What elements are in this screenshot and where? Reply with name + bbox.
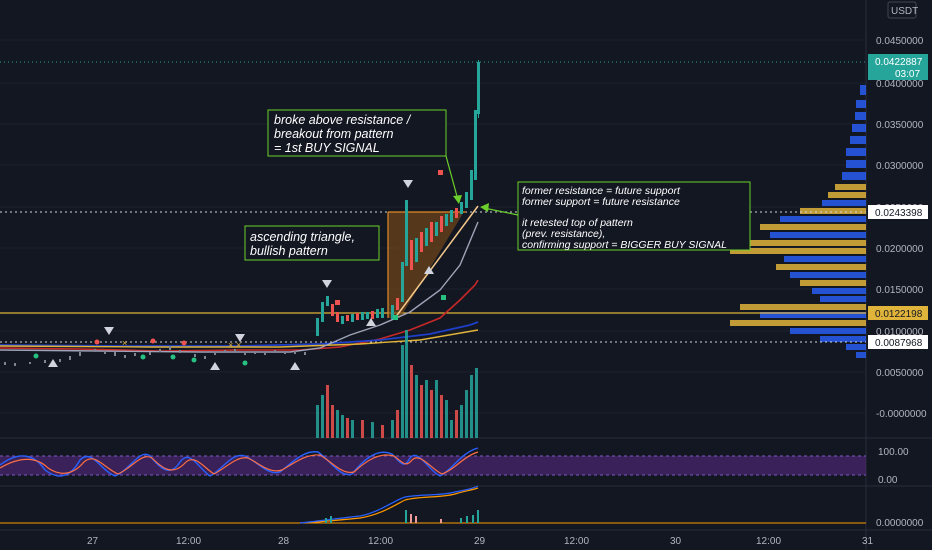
- price-tick-3: 0.0300000: [876, 161, 924, 172]
- time-label-5: 12:00: [564, 536, 589, 547]
- price-tick-2: 0.0350000: [876, 120, 924, 131]
- time-label-2: 28: [278, 536, 290, 547]
- triangle-line-1: ascending triangle,: [250, 230, 355, 244]
- breakout-line-1: broke above resistance /: [274, 113, 412, 127]
- current-price-label: 0.0422887: [875, 57, 923, 68]
- resistance-price-label: 0.0243398: [875, 208, 923, 219]
- rsi-tick-100: 100.00: [878, 447, 909, 458]
- annotation-breakout[interactable]: broke above resistance / breakout from p…: [267, 109, 462, 204]
- signal-markers: × × ×: [33, 170, 446, 370]
- retest-line-5: (prev. resistance),: [522, 228, 605, 240]
- annotation-triangle[interactable]: ascending triangle, bullish pattern: [244, 225, 380, 261]
- annotation-retest[interactable]: former resistance = future support forme…: [480, 181, 751, 251]
- currency-label: USDT: [891, 6, 918, 17]
- price-tick-7: 0.0100000: [876, 327, 924, 338]
- volume-profile: [730, 85, 866, 358]
- retest-line-6: confirming support = BIGGER BUY SIGNAL: [522, 239, 727, 251]
- retest-line-1: former resistance = future support: [522, 185, 681, 197]
- ma-yellow-line: [0, 329, 479, 348]
- macd-pane: [0, 485, 866, 524]
- price-tick-9: -0.0000000: [876, 409, 927, 420]
- volume-bars: [316, 330, 478, 438]
- time-label-6: 30: [670, 536, 682, 547]
- time-label-0: 27: [87, 536, 99, 547]
- ma-red-line: [0, 279, 479, 352]
- currency-badge[interactable]: [887, 1, 917, 19]
- ma-grey-line: [0, 221, 479, 353]
- support-price-tag: [868, 306, 928, 320]
- candles-early: [4, 346, 306, 366]
- ma-blue-line: [0, 321, 479, 347]
- price-tick-6: 0.0150000: [876, 285, 924, 296]
- current-price-tag: [868, 54, 928, 80]
- countdown-label: 03:07: [895, 69, 920, 80]
- price-axis[interactable]: USDT 0.0450000 0.0400000 0.0350000 0.030…: [868, 1, 928, 529]
- time-label-8: 31: [862, 536, 874, 547]
- price-tick-1: 0.0400000: [876, 79, 924, 90]
- price-tick-0: 0.0450000: [876, 36, 924, 47]
- time-label-7: 12:00: [756, 536, 781, 547]
- price-tick-5: 0.0200000: [876, 244, 924, 255]
- breakout-line-2: breakout from pattern: [274, 127, 394, 141]
- svg-text:×: ×: [228, 340, 233, 350]
- triangle-line-2: bullish pattern: [250, 244, 328, 258]
- macd-tick-0: 0.0000000: [876, 518, 924, 529]
- rsi-tick-0: 0.00: [878, 475, 898, 486]
- retest-line-4: it retested top of pattern: [522, 217, 633, 229]
- retest-line-2: former support = future resistance: [522, 196, 680, 208]
- low-price-tag: [868, 335, 928, 349]
- resistance-price-tag: [868, 205, 928, 219]
- triangle-trendline[interactable]: [394, 205, 479, 319]
- svg-text:×: ×: [236, 340, 241, 350]
- triangle-pattern-fill[interactable]: [388, 212, 462, 318]
- time-axis[interactable]: 27 12:00 28 12:00 29 12:00 30 12:00 31: [87, 536, 874, 547]
- rsi-pane: [0, 447, 866, 477]
- time-label-3: 12:00: [368, 536, 393, 547]
- time-label-1: 12:00: [176, 536, 201, 547]
- svg-text:×: ×: [122, 338, 127, 348]
- time-label-4: 29: [474, 536, 486, 547]
- price-tick-8: 0.0050000: [876, 368, 924, 379]
- breakout-line-3: = 1st BUY SIGNAL: [274, 141, 380, 155]
- support-price-label: 0.0122198: [875, 309, 923, 320]
- candles-rally: [316, 60, 480, 336]
- low-price-label: 0.0087968: [875, 338, 923, 349]
